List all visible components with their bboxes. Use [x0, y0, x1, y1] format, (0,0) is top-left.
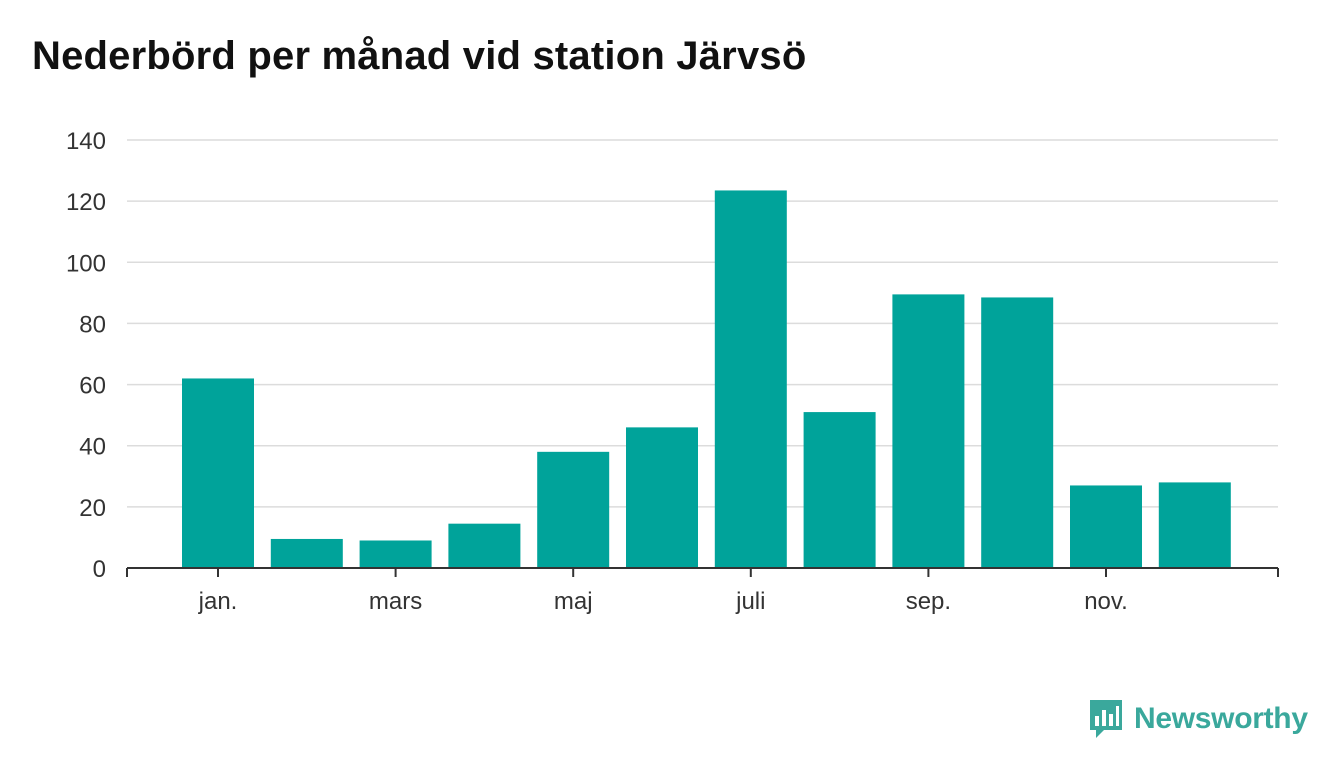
bar — [359, 540, 432, 568]
newsworthy-logo-icon — [1090, 700, 1122, 738]
x-axis-ticks: jan. mars maj juli sep. nov. — [198, 568, 1128, 615]
brand-name: Newsworthy — [1134, 702, 1308, 735]
bar — [892, 294, 965, 568]
bar — [448, 523, 521, 568]
y-tick-label: 120 — [66, 189, 106, 216]
bar — [270, 538, 343, 568]
y-tick-label: 40 — [79, 434, 106, 461]
chart-title: Nederbörd per månad vid station Järvsö — [32, 34, 807, 78]
y-tick-label: 100 — [66, 250, 106, 277]
x-tick-label: jan. — [198, 588, 238, 615]
bar — [1158, 482, 1231, 568]
brand-logo: Newsworthy — [1088, 698, 1308, 740]
bar — [182, 378, 254, 568]
bar — [803, 412, 876, 568]
bar — [626, 427, 698, 568]
bar — [1070, 485, 1142, 568]
x-axis — [126, 567, 1279, 577]
x-tick-label: maj — [554, 588, 593, 615]
x-tick-label: nov. — [1084, 588, 1128, 615]
y-tick-label: 60 — [79, 373, 106, 400]
bar-chart: 0 20 40 60 80 100 120 140 jan. mars maj juli sep. no… — [66, 128, 1279, 615]
x-tick-label: juli — [735, 588, 765, 615]
x-tick-label: sep. — [906, 588, 951, 615]
y-tick-label: 140 — [66, 128, 106, 155]
bar — [981, 297, 1054, 568]
x-tick-label: mars — [369, 588, 422, 615]
y-axis-ticks: 0 20 40 60 80 100 120 140 — [66, 128, 106, 583]
bar — [714, 190, 787, 568]
y-tick-label: 0 — [93, 556, 106, 583]
y-tick-label: 20 — [79, 495, 106, 522]
bars — [182, 190, 1231, 568]
gridlines — [127, 139, 1278, 508]
y-tick-label: 80 — [79, 311, 106, 338]
bar — [537, 451, 610, 568]
